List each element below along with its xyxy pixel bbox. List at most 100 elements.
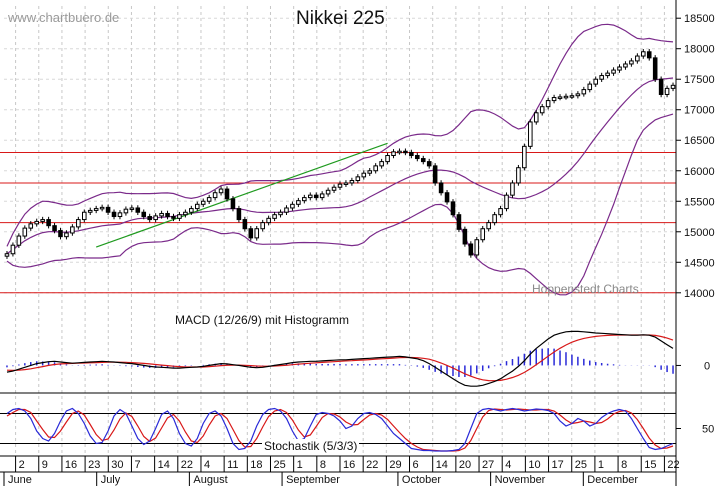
candle — [99, 206, 105, 210]
x-tick-label: 15 — [644, 459, 656, 471]
x-tick-label: 29 — [389, 459, 401, 471]
candle — [111, 211, 117, 218]
chart-title: Nikkei 225 — [296, 8, 385, 29]
candle — [474, 239, 480, 256]
stoch-y-label: 50 — [702, 424, 714, 436]
candle — [52, 225, 57, 232]
candle — [426, 161, 432, 167]
candle — [575, 93, 581, 97]
candle — [539, 106, 545, 114]
candle — [290, 203, 295, 209]
x-tick-label: 22 — [181, 459, 193, 471]
y-tick-label: 16000 — [684, 166, 715, 178]
macd-y-label: 0 — [704, 360, 710, 372]
candle — [135, 207, 141, 213]
candle — [189, 208, 194, 213]
candle — [81, 211, 87, 221]
candle — [212, 192, 218, 199]
candle — [87, 209, 93, 213]
y-tick-label: 15000 — [684, 227, 715, 239]
candle — [635, 55, 640, 62]
candle — [468, 243, 474, 256]
candle — [331, 186, 337, 191]
candle — [325, 189, 331, 195]
candle — [183, 211, 188, 216]
month-label: June — [8, 474, 32, 486]
x-tick-label: 23 — [88, 459, 100, 471]
x-tick-label: 8 — [621, 459, 627, 471]
month-label: July — [101, 474, 121, 486]
x-tick-label: 20 — [459, 459, 471, 471]
x-tick-label: 14 — [158, 459, 170, 471]
candle — [194, 203, 200, 210]
y-tick-label: 18500 — [684, 13, 715, 25]
trend-line — [95, 142, 388, 248]
x-tick-label: 16 — [65, 459, 77, 471]
x-tick-label: 30 — [111, 459, 123, 471]
month-label: November — [495, 474, 546, 486]
candle — [629, 60, 634, 65]
candle — [646, 51, 652, 59]
candle — [296, 200, 301, 205]
candle — [355, 176, 361, 182]
candle — [10, 244, 16, 255]
candle — [313, 194, 319, 199]
candle — [403, 150, 408, 154]
candle — [361, 172, 367, 178]
candle — [456, 214, 462, 230]
macd-line — [6, 330, 674, 387]
candle — [16, 235, 22, 246]
month-label: December — [587, 474, 638, 486]
middle-band — [6, 77, 674, 255]
y-tick-label: 15500 — [684, 196, 715, 208]
x-tick-label: 6 — [413, 459, 419, 471]
candle — [444, 192, 450, 203]
x-tick-label: 4 — [204, 459, 210, 471]
candle — [278, 211, 283, 216]
candle — [22, 227, 28, 237]
candle — [432, 165, 438, 184]
x-tick-label: 7 — [134, 459, 140, 471]
upper-band — [6, 23, 674, 247]
candle — [658, 78, 664, 95]
candle — [462, 228, 468, 245]
candle — [129, 207, 135, 210]
month-label: September — [286, 474, 340, 486]
candle — [516, 167, 521, 184]
candle — [260, 222, 265, 230]
x-tick-label: 25 — [273, 459, 285, 471]
candle — [664, 87, 670, 95]
candle — [504, 194, 509, 210]
candle — [76, 219, 81, 228]
watermark: www.chartbuero.de — [8, 10, 120, 25]
grid-layer — [4, 6, 676, 456]
candles-layer — [4, 49, 676, 259]
candle — [450, 201, 456, 216]
candle — [93, 208, 99, 211]
x-tick-label: 4 — [505, 459, 511, 471]
candle — [533, 112, 539, 123]
candle — [587, 83, 593, 91]
candle — [397, 150, 402, 154]
x-tick-label: 14 — [436, 459, 448, 471]
candle — [617, 66, 622, 71]
candle — [141, 211, 147, 218]
y-tick-label: 18000 — [684, 44, 715, 56]
candle — [557, 96, 563, 99]
candle — [147, 216, 152, 221]
candle — [218, 188, 224, 194]
candle — [159, 212, 164, 217]
x-tick-label: 10 — [528, 459, 540, 471]
x-tick-label: 1 — [598, 459, 604, 471]
candle — [46, 219, 51, 227]
candle — [200, 200, 206, 205]
candle — [641, 51, 646, 57]
candle — [670, 84, 676, 89]
macd-label: MACD (12/26/9) mit Histogramm — [173, 313, 352, 327]
candle — [117, 212, 123, 218]
stoch-k-line — [6, 407, 674, 452]
x-tick-label: 27 — [482, 459, 494, 471]
candle — [4, 253, 10, 257]
